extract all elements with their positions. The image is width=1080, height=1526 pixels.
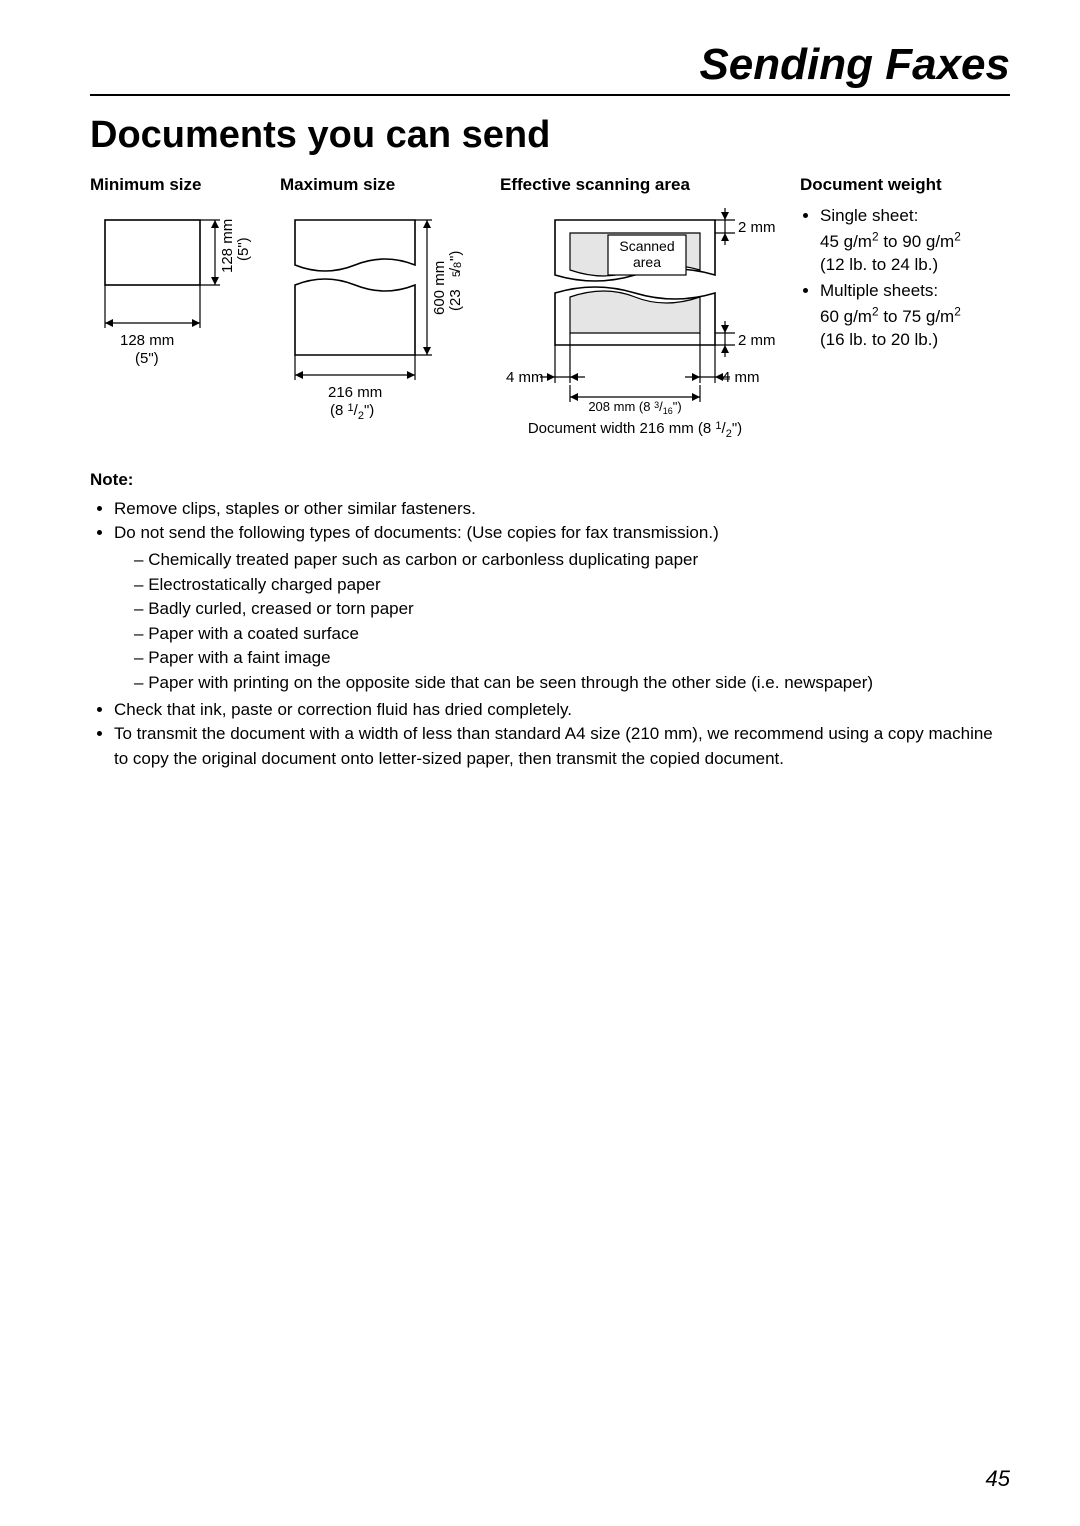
svg-text:(23: (23 xyxy=(447,289,464,311)
weight-multi-range: 60 g/m2 to 75 g/m2 xyxy=(820,307,961,326)
svg-text:2 mm: 2 mm xyxy=(738,332,776,349)
weight-single-range: 45 g/m2 to 90 g/m2 xyxy=(820,232,961,251)
note-subitem: Paper with a faint image xyxy=(134,646,1010,671)
weight-multi-lb: (16 lb. to 20 lb.) xyxy=(820,330,938,349)
note-item: Do not send the following types of docum… xyxy=(114,521,1010,695)
maximum-size-label: Maximum size xyxy=(280,175,480,195)
document-weight-label: Document weight xyxy=(800,175,1010,195)
maximum-size-diagram: 600 mm (23 5 / 8 ") 216 mm (8 1/2") xyxy=(280,205,480,425)
page-number: 45 xyxy=(986,1466,1010,1492)
document-weight-list: Single sheet: 45 g/m2 to 90 g/m2 (12 lb.… xyxy=(800,205,1010,352)
note-subitem: Badly curled, creased or torn paper xyxy=(134,597,1010,622)
scan-area-block: Effective scanning area Scanned area xyxy=(500,175,780,440)
notes-section: Note: Remove clips, staples or other sim… xyxy=(90,468,1010,772)
maximum-size-block: Maximum size 600 mm (23 5 / 8 xyxy=(280,175,480,425)
svg-text:(5"): (5") xyxy=(235,237,252,261)
svg-text:128 mm: 128 mm xyxy=(219,219,236,273)
scan-area-label: Effective scanning area xyxy=(500,175,780,195)
svg-text:(5"): (5") xyxy=(135,350,159,367)
diagram-columns: Minimum size 128 mm (5") xyxy=(90,175,1010,440)
svg-text:216 mm: 216 mm xyxy=(328,384,382,401)
svg-text:"): ") xyxy=(447,251,464,261)
svg-text:(8 1/2"): (8 1/2") xyxy=(330,402,374,422)
svg-text:Document width 216 mm (8 1/2"): Document width 216 mm (8 1/2") xyxy=(528,420,742,440)
svg-text:area: area xyxy=(633,254,661,270)
weight-single-lb: (12 lb. to 24 lb.) xyxy=(820,255,938,274)
note-subitem: Chemically treated paper such as carbon … xyxy=(134,548,1010,573)
minimum-size-label: Minimum size xyxy=(90,175,260,195)
svg-text:4 mm: 4 mm xyxy=(506,369,544,386)
svg-text:2 mm: 2 mm xyxy=(738,219,776,236)
document-weight-block: Document weight Single sheet: 45 g/m2 to… xyxy=(800,175,1010,356)
minimum-size-block: Minimum size 128 mm (5") xyxy=(90,175,260,390)
weight-single-pre: Single sheet: xyxy=(820,206,918,225)
svg-text:208 mm (8 3/16"): 208 mm (8 3/16") xyxy=(588,399,681,416)
svg-text:128 mm: 128 mm xyxy=(120,332,174,349)
note-subitem: Paper with a coated surface xyxy=(134,622,1010,647)
note-subitem: Electrostatically charged paper xyxy=(134,573,1010,598)
weight-multi-pre: Multiple sheets: xyxy=(820,281,938,300)
chapter-header: Sending Faxes xyxy=(90,40,1010,96)
minimum-size-diagram: 128 mm (5") 128 mm (5") xyxy=(90,205,260,390)
note-subitem: Paper with printing on the opposite side… xyxy=(134,671,1010,696)
page: Sending Faxes Documents you can send Min… xyxy=(0,0,1080,1526)
svg-text:Scanned: Scanned xyxy=(619,238,674,254)
note-item: Check that ink, paste or correction flui… xyxy=(114,698,1010,723)
svg-text:4 mm: 4 mm xyxy=(722,369,760,386)
section-title: Documents you can send xyxy=(90,114,1010,157)
notes-label: Note: xyxy=(90,468,1010,493)
note-item: Remove clips, staples or other similar f… xyxy=(114,497,1010,522)
svg-text:8: 8 xyxy=(452,262,464,268)
scan-area-diagram: Scanned area 2 mm 2 mm xyxy=(500,205,780,440)
note-item: To transmit the document with a width of… xyxy=(114,722,1010,771)
svg-text:600 mm: 600 mm xyxy=(431,261,448,315)
